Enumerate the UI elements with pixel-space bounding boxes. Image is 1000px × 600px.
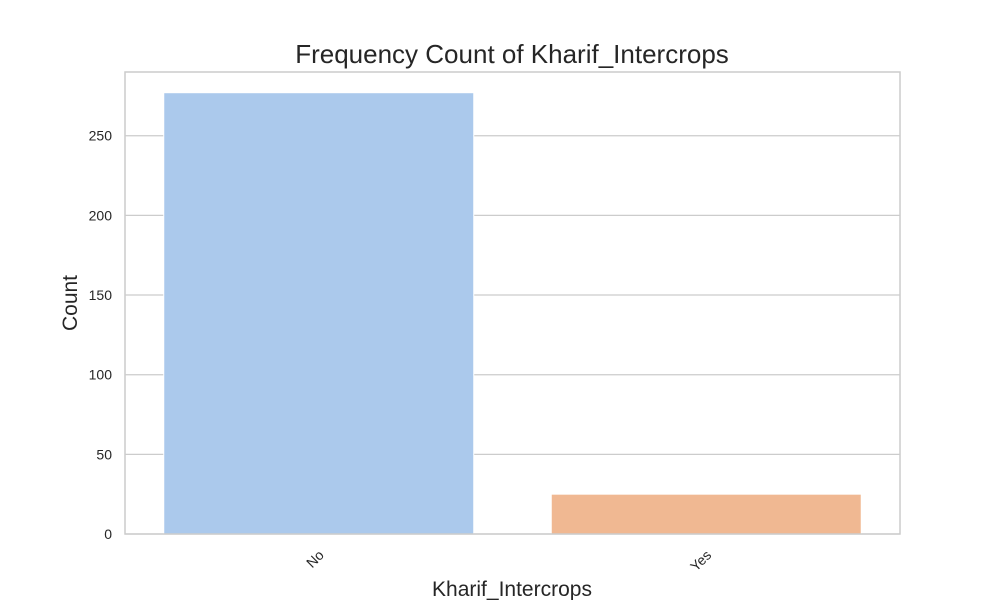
y-tick-label: 0 [104,526,112,542]
chart-title: Frequency Count of Kharif_Intercrops [295,39,729,69]
bar-yes [550,493,862,535]
bar-no [163,92,475,535]
y-tick-label: 50 [96,446,112,462]
x-axis-label: Kharif_Intercrops [432,578,592,600]
bars [163,92,862,535]
y-tick-label: 250 [89,128,113,144]
plot-frame [124,71,901,535]
x-ticks: No Yes [303,547,714,575]
x-tick-label: Yes [687,547,714,574]
y-tick-label: 100 [89,367,113,383]
y-tick-label: 150 [89,287,113,303]
x-tick-label: No [303,547,327,571]
y-tick-label: 200 [89,207,113,223]
y-ticks: 0 50 100 150 200 250 [89,128,113,542]
y-axis-label: Count [59,275,82,331]
